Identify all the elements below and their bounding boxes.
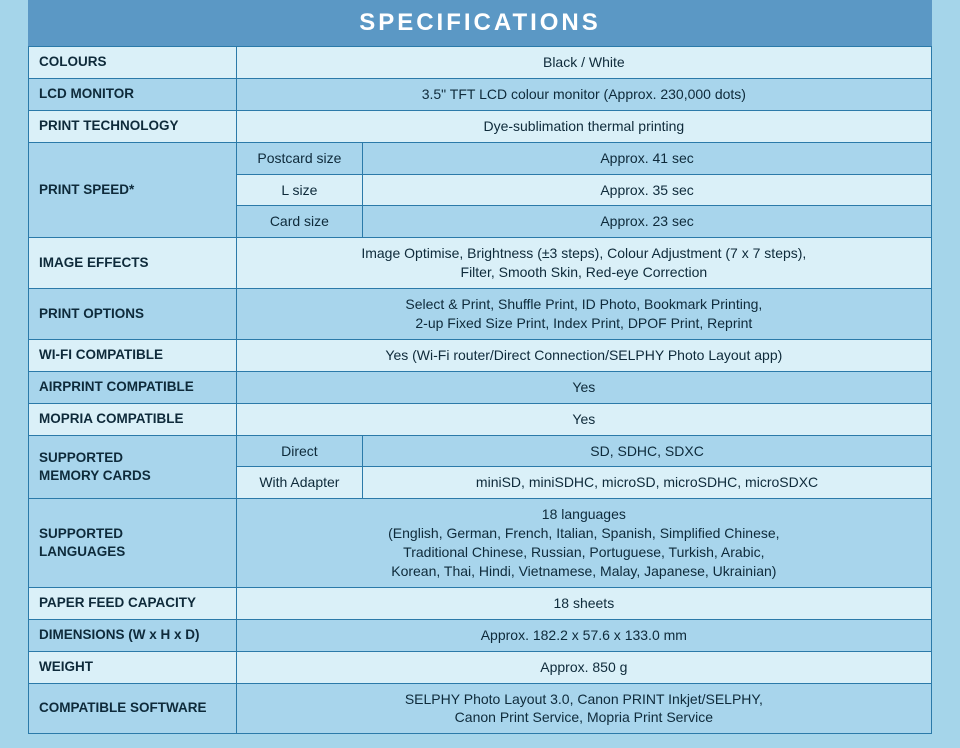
table-row: IMAGE EFFECTS Image Optimise, Brightness… [29, 238, 932, 289]
table-row: COMPATIBLE SOFTWARE SELPHY Photo Layout … [29, 683, 932, 734]
row-label: COMPATIBLE SOFTWARE [29, 683, 237, 734]
row-label: DIMENSIONS (W x H x D) [29, 619, 237, 651]
row-sublabel: With Adapter [236, 467, 362, 499]
row-value: Approx. 41 sec [363, 142, 932, 174]
row-value: 3.5" TFT LCD colour monitor (Approx. 230… [236, 78, 931, 110]
row-value: miniSD, miniSDHC, microSD, microSDHC, mi… [363, 467, 932, 499]
row-sublabel: L size [236, 174, 362, 206]
row-label: PAPER FEED CAPACITY [29, 587, 237, 619]
row-value: 18 languages (English, German, French, I… [236, 499, 931, 588]
row-label: COLOURS [29, 47, 237, 79]
row-value: Approx. 35 sec [363, 174, 932, 206]
table-row: COLOURS Black / White [29, 47, 932, 79]
table-row: WEIGHT Approx. 850 g [29, 651, 932, 683]
row-value: Approx. 850 g [236, 651, 931, 683]
table-row: DIMENSIONS (W x H x D) Approx. 182.2 x 5… [29, 619, 932, 651]
row-label: MOPRIA COMPATIBLE [29, 403, 237, 435]
row-sublabel: Postcard size [236, 142, 362, 174]
row-value: Yes (Wi-Fi router/Direct Connection/SELP… [236, 339, 931, 371]
row-label: PRINT SPEED* [29, 142, 237, 238]
spec-table: COLOURS Black / White LCD MONITOR 3.5" T… [28, 46, 932, 734]
row-value: Yes [236, 403, 931, 435]
table-row: WI-FI COMPATIBLE Yes (Wi-Fi router/Direc… [29, 339, 932, 371]
row-value: Approx. 23 sec [363, 206, 932, 238]
table-row: SUPPORTED MEMORY CARDS Direct SD, SDHC, … [29, 435, 932, 467]
spec-sheet: SPECIFICATIONS COLOURS Black / White LCD… [0, 0, 960, 748]
row-value: Image Optimise, Brightness (±3 steps), C… [236, 238, 931, 289]
row-value: Yes [236, 371, 931, 403]
row-label: LCD MONITOR [29, 78, 237, 110]
row-label: WEIGHT [29, 651, 237, 683]
table-row: AIRPRINT COMPATIBLE Yes [29, 371, 932, 403]
row-sublabel: Direct [236, 435, 362, 467]
row-label: AIRPRINT COMPATIBLE [29, 371, 237, 403]
row-value: Approx. 182.2 x 57.6 x 133.0 mm [236, 619, 931, 651]
row-label: PRINT TECHNOLOGY [29, 110, 237, 142]
table-row: PAPER FEED CAPACITY 18 sheets [29, 587, 932, 619]
row-label: PRINT OPTIONS [29, 289, 237, 340]
row-label: WI-FI COMPATIBLE [29, 339, 237, 371]
row-value: 18 sheets [236, 587, 931, 619]
spec-title: SPECIFICATIONS [28, 0, 932, 46]
table-row: LCD MONITOR 3.5" TFT LCD colour monitor … [29, 78, 932, 110]
row-label: SUPPORTED MEMORY CARDS [29, 435, 237, 499]
table-row: PRINT TECHNOLOGY Dye-sublimation thermal… [29, 110, 932, 142]
table-row: MOPRIA COMPATIBLE Yes [29, 403, 932, 435]
row-sublabel: Card size [236, 206, 362, 238]
table-row: PRINT SPEED* Postcard size Approx. 41 se… [29, 142, 932, 174]
row-label: SUPPORTED LANGUAGES [29, 499, 237, 588]
row-value: Select & Print, Shuffle Print, ID Photo,… [236, 289, 931, 340]
table-row: SUPPORTED LANGUAGES 18 languages (Englis… [29, 499, 932, 588]
row-value: SD, SDHC, SDXC [363, 435, 932, 467]
row-value: Black / White [236, 47, 931, 79]
row-value: Dye-sublimation thermal printing [236, 110, 931, 142]
table-row: PRINT OPTIONS Select & Print, Shuffle Pr… [29, 289, 932, 340]
row-label: IMAGE EFFECTS [29, 238, 237, 289]
row-value: SELPHY Photo Layout 3.0, Canon PRINT Ink… [236, 683, 931, 734]
